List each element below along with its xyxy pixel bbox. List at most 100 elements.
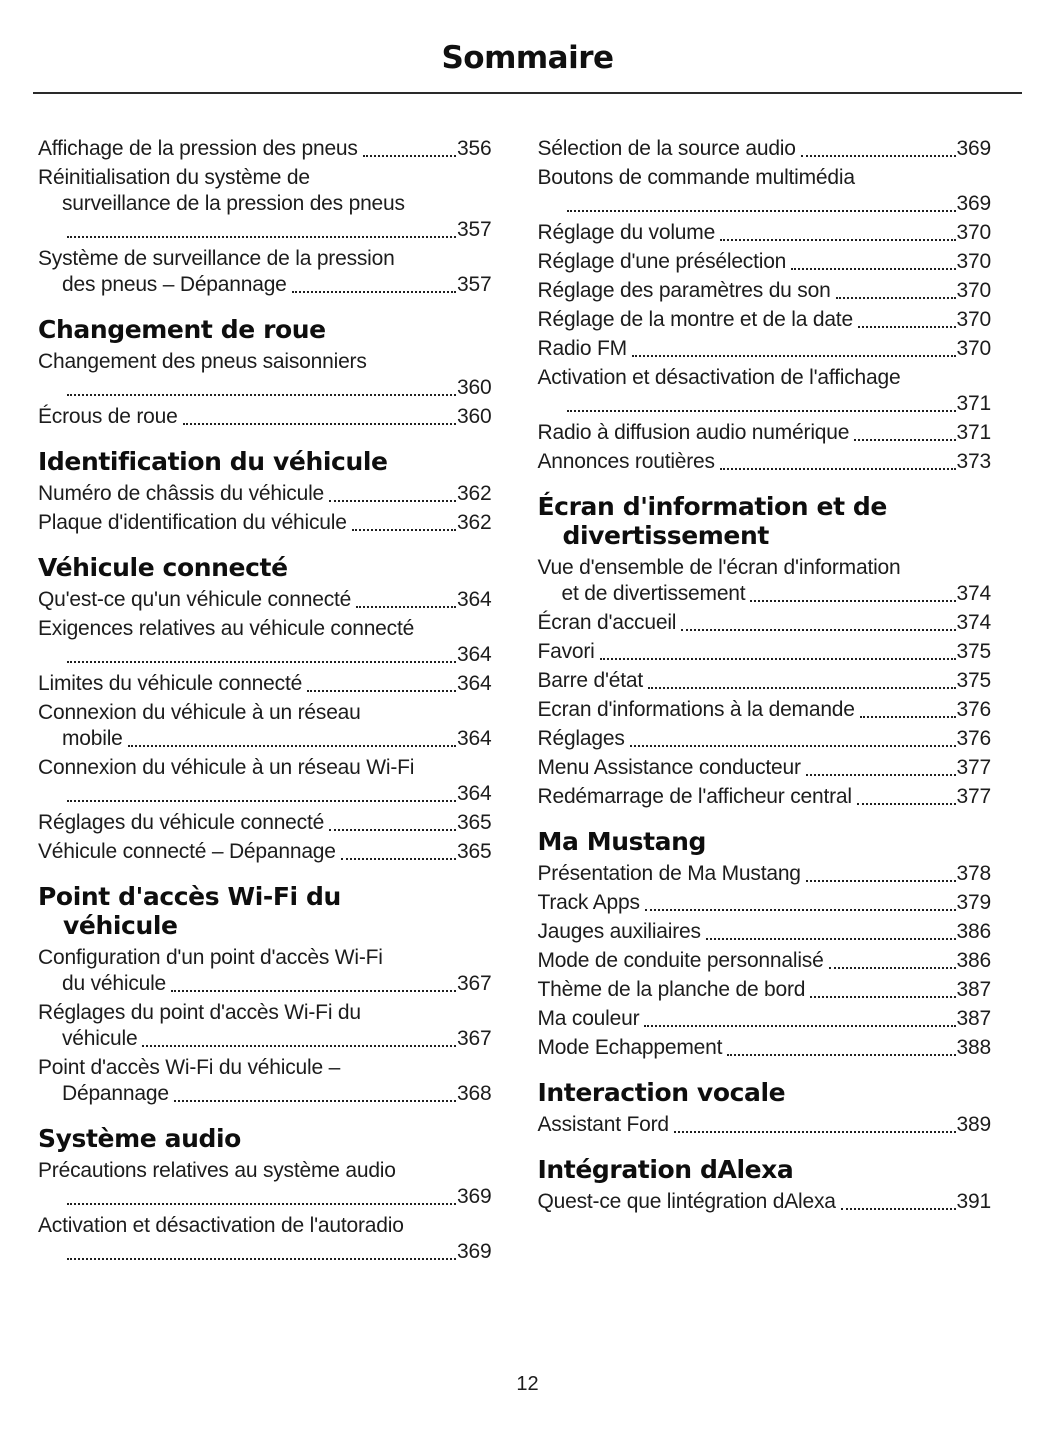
toc-entry-line: des pneus – Dépannage 357 [38,272,492,298]
toc-entry-text: Changement des pneus saisonniers [38,350,367,373]
leader-dots [854,439,956,441]
toc-entry-text: Précautions relatives au système audio [38,1159,396,1182]
toc-entry-text: Numéro de châssis du véhicule [38,482,325,505]
toc-entry-text: Redémarrage de l'afficheur central [537,785,853,808]
toc-entry: Plaque d'identification du véhicule 362 [38,510,492,536]
toc-entry-line: 369 [38,1184,492,1210]
section-heading-line: Changement de roue [38,315,326,344]
toc-entry-line: 364 [38,642,492,668]
toc-entry-page: 371 [956,421,992,444]
toc-entry-page: 370 [956,221,992,244]
toc-entry: Ecran d'informations à la demande 376 [538,697,992,723]
toc-entry-page: 370 [956,279,992,302]
toc-entry: Affichage de la pression des pneus 356 [38,136,492,162]
leader-dots [67,394,457,396]
toc-entry-text: Connexion du véhicule à un réseau [38,701,361,724]
leader-dots [566,410,956,412]
leader-dots [351,529,457,531]
toc-entry-line: Connexion du véhicule à un réseau [38,700,492,726]
leader-dots [67,236,457,238]
toc-entry-line: Redémarrage de l'afficheur central 377 [538,784,992,810]
toc-entry-line: Annonces routières 373 [538,449,992,475]
toc-entry-page: 389 [956,1113,992,1136]
toc-entry-line: Réinitialisation du système de [38,165,492,191]
toc-entry-line: 369 [538,191,991,217]
leader-dots [631,355,956,357]
toc-entry-page: 367 [457,972,492,995]
toc-entry-line: Exigences relatives au véhicule connecté [38,616,492,642]
toc-entry: Radio FM 370 [538,336,992,362]
toc-entry: Radio à diffusion audio numérique 371 [538,420,992,446]
toc-entry-text: et de divertissement [561,582,746,605]
toc-entry-page: 370 [956,250,992,273]
toc-entry-text: Configuration d'un point d'accès Wi-Fi [38,946,383,969]
toc-entry: Réglage des paramètres du son 370 [538,278,992,304]
toc-entry-line: Sélection de la source audio 369 [538,136,992,162]
toc-entry: Numéro de châssis du véhicule 362 [38,481,492,507]
toc-entry-line: du véhicule 367 [38,971,492,997]
toc-entry-line: Mode Echappement 388 [538,1035,992,1061]
leader-dots [67,1258,457,1260]
toc-entry-text: Track Apps [537,891,640,914]
leader-dots [307,690,457,692]
toc-entry-text: Favori [537,640,595,663]
toc-entry-text: véhicule [62,1027,138,1050]
toc-entry-page: 375 [956,669,992,692]
section-heading-line: Point d'accès Wi-Fi du [38,882,341,911]
toc-entry: Activation et désactivation de l'autorad… [38,1213,492,1265]
toc-entry-line: Ecran d'informations à la demande 376 [538,697,992,723]
toc-entry-line: Track Apps 379 [538,890,992,916]
toc-entry-page: 379 [956,891,992,914]
toc-entry-line: Affichage de la pression des pneus 356 [38,136,492,162]
header-divider [33,92,1022,94]
toc-entry-page: 376 [956,727,992,750]
toc-entry-text: Assistant Ford [537,1113,670,1136]
toc-entry-page: 369 [457,1185,492,1208]
toc-entry-text: Réglages [537,727,625,750]
leader-dots [859,716,956,718]
toc-entry: Point d'accès Wi-Fi du véhicule – Dépanna… [38,1055,492,1107]
toc-entry-line: Ma couleur 387 [538,1006,992,1032]
section-heading: Changement de roue [38,315,492,344]
toc-entry: Vue d'ensemble de l'écran d'information e… [538,555,992,607]
toc-entry-text: Ma couleur [537,1007,640,1030]
toc-entry-line: Jauges auxiliaires 386 [538,919,992,945]
section-heading-line: Ma Mustang [537,827,707,856]
toc-entry-line: Barre d'état 375 [538,668,992,694]
leader-dots [362,155,457,157]
page-title: Sommaire [441,40,614,76]
toc-entry-line: 364 [38,781,492,807]
leader-dots [356,606,457,608]
toc-entry: Limites du véhicule connecté 364 [38,671,492,697]
toc-entry-line: Écran d'accueil 374 [538,610,992,636]
toc-entry-line: Réglage du volume 370 [538,220,992,246]
section-heading-line: véhicule [63,911,178,940]
toc-entry-page: 377 [956,785,992,808]
toc-entry: Véhicule connecté – Dépannage 365 [38,839,492,865]
section-heading-line: Interaction vocale [537,1078,786,1107]
toc-entry-text: Jauges auxiliaires [537,920,702,943]
leader-dots [599,658,956,660]
toc-entry-page: 371 [956,392,992,415]
toc-entry-page: 364 [457,643,492,666]
toc-entry-page: 362 [457,511,492,534]
toc-entry-text: Exigences relatives au véhicule connecté [38,617,415,640]
toc-entry-text: Sélection de la source audio [537,137,796,160]
toc-entry-line: et de divertissement 374 [538,581,992,607]
toc-entry-line: Limites du véhicule connecté 364 [38,671,492,697]
toc-entry-text: Présentation de Ma Mustang [537,862,801,885]
toc-entry-line: Point d'accès Wi-Fi du véhicule – [38,1055,492,1081]
toc-entry-line: Vue d'ensemble de l'écran d'information [538,555,992,581]
toc-entry-page: 368 [457,1082,492,1105]
leader-dots [857,326,956,328]
toc-entry-text: Système de surveillance de la pression [38,247,395,270]
leader-dots [856,803,956,805]
toc-entry-page: 365 [457,840,492,863]
toc-entry-text: Réglage des paramètres du son [537,279,831,302]
toc-entry: Réglages 376 [538,726,992,752]
toc-entry-page: 375 [956,640,992,663]
leader-dots [67,800,457,802]
toc-entry-line: Qu'est-ce qu'un véhicule connecté 364 [38,587,492,613]
toc-entry-text: Réglage de la montre et de la date [537,308,854,331]
toc-entry-page: 373 [956,450,992,473]
